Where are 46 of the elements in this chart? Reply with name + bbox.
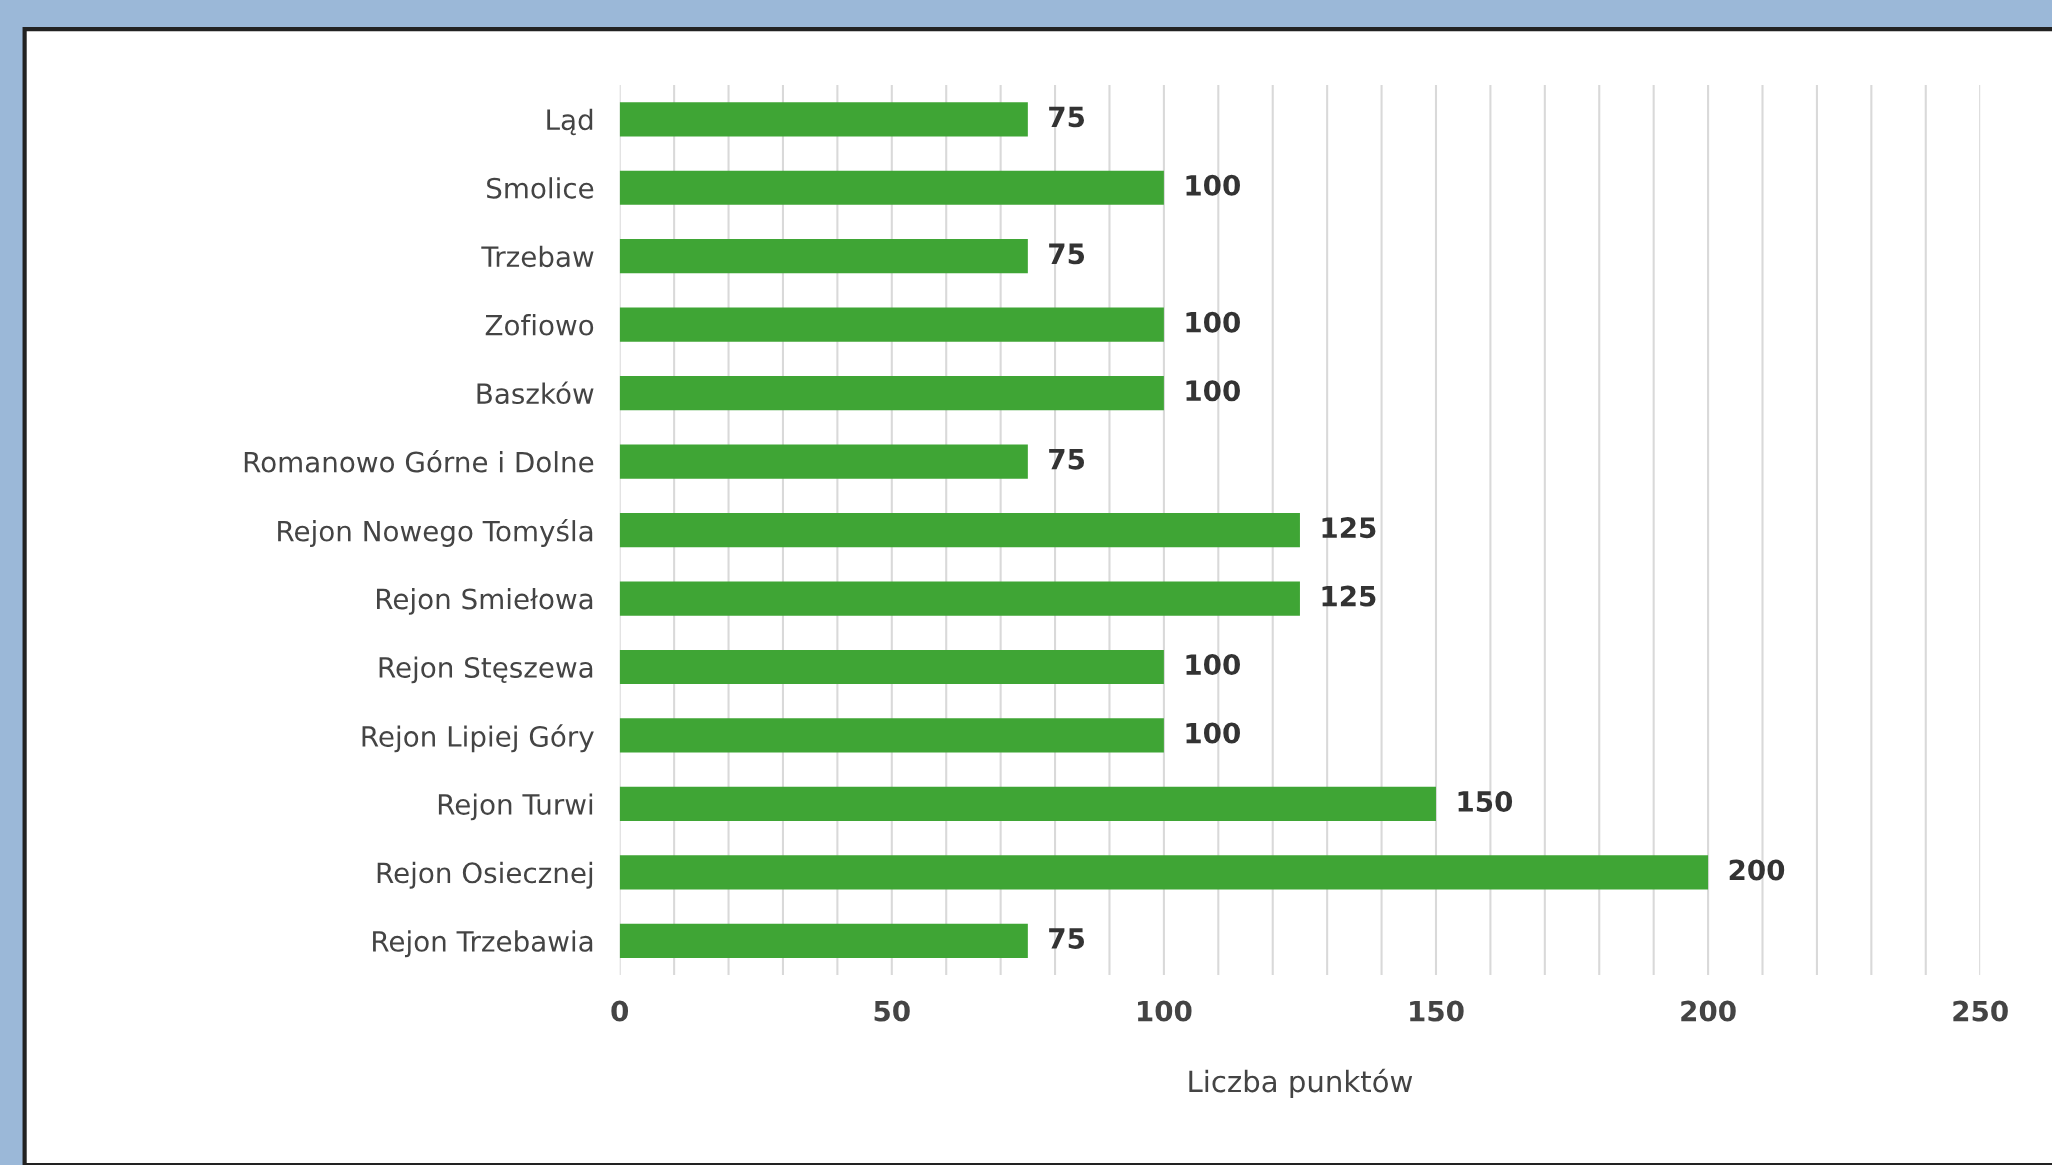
bar — [619, 581, 1300, 616]
y-tick-label: Zofiowo — [485, 314, 594, 336]
y-tick-label: Rejon Turwi — [438, 793, 593, 821]
x-tick-label: 200 — [1681, 1000, 1736, 1022]
data-label: 100 — [1186, 311, 1240, 333]
x-tick-label: 250 — [1953, 1000, 2008, 1022]
y-tick-label: Smolice — [487, 177, 594, 199]
bar — [619, 923, 1028, 958]
x-tick-label: 100 — [1138, 1000, 1192, 1022]
data-label: 75 — [1049, 106, 1085, 128]
x-tick-label: 0 — [611, 1000, 629, 1022]
y-tick-label: Rejon Trzebawia — [373, 930, 593, 958]
data-label: 125 — [1322, 517, 1376, 539]
bar — [619, 170, 1164, 205]
y-tick-label: Baszków — [477, 381, 594, 405]
bar — [619, 786, 1436, 822]
y-tick-label: Rejon Lipiej Góry — [362, 724, 594, 753]
bar — [619, 102, 1028, 137]
data-label: 200 — [1729, 859, 1785, 881]
data-label: 125 — [1322, 585, 1376, 607]
data-label: 75 — [1049, 449, 1085, 470]
y-tick-label: Trzebaw — [481, 245, 594, 268]
data-label: 75 — [1049, 928, 1085, 949]
data-label: 150 — [1458, 790, 1513, 812]
bar — [619, 649, 1164, 685]
data-label: 100 — [1186, 380, 1240, 402]
data-label: 100 — [1186, 722, 1240, 744]
y-tick-label: Romanowo Górne i Dolne — [244, 449, 594, 473]
bar — [619, 376, 1164, 411]
bar — [619, 307, 1164, 342]
data-label: 75 — [1049, 243, 1085, 265]
bar — [619, 239, 1028, 274]
bar — [619, 855, 1709, 890]
x-axis-title: Liczba punktów — [1189, 1068, 1413, 1099]
y-tick-label: Rejon Smiełowa — [377, 587, 593, 615]
x-tick-label: 50 — [874, 1000, 910, 1022]
y-tick-label: Rejon Osiecznej — [377, 861, 593, 889]
y-tick-label: Rejon Nowego Tomyśla — [278, 518, 593, 547]
data-label: 100 — [1186, 174, 1240, 196]
y-tick-label: Rejon Stęszewa — [379, 656, 593, 684]
y-tick-label: Ląd — [547, 108, 593, 136]
bar — [619, 444, 1028, 479]
bar — [619, 512, 1300, 548]
bar — [619, 718, 1164, 753]
x-tick-label: 150 — [1410, 1000, 1464, 1022]
data-label: 100 — [1186, 654, 1240, 676]
